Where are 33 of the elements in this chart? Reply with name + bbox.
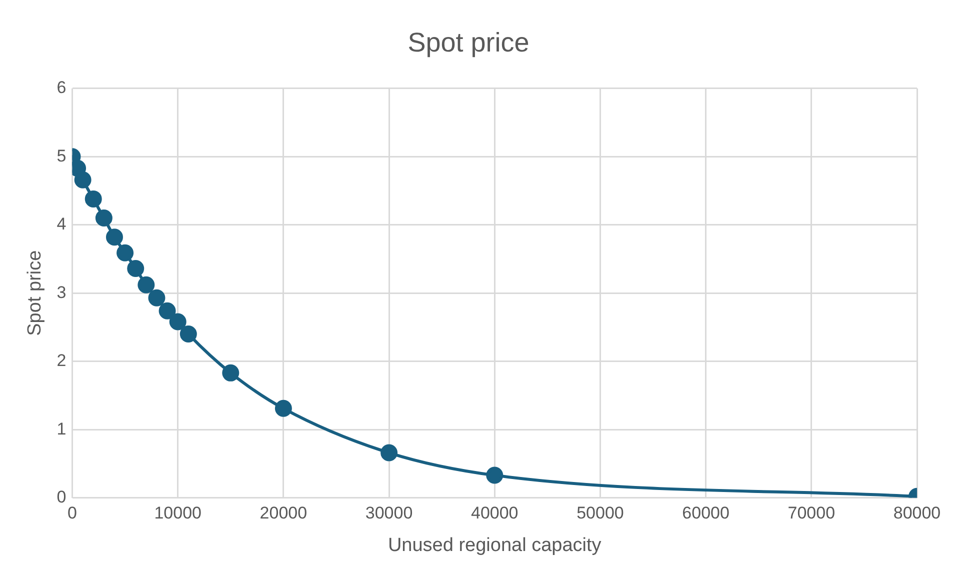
point bbox=[180, 326, 197, 343]
x-tick-label: 20000 bbox=[260, 504, 308, 523]
chart-title: Spot price bbox=[408, 28, 530, 58]
y-tick-label: 2 bbox=[56, 351, 66, 370]
y-tick-label: 0 bbox=[56, 487, 66, 506]
y-tick-label: 3 bbox=[56, 282, 66, 302]
point bbox=[127, 260, 144, 278]
point bbox=[169, 313, 186, 330]
x-tick-label: 30000 bbox=[365, 504, 413, 523]
x-tick-label: 80000 bbox=[893, 504, 941, 523]
x-axis-title: Unused regional capacity bbox=[388, 534, 602, 556]
point bbox=[106, 228, 123, 246]
y-tick-label: 5 bbox=[56, 146, 66, 166]
y-tick-label: 6 bbox=[56, 78, 66, 98]
point bbox=[95, 210, 112, 227]
x-tick-label: 50000 bbox=[576, 504, 624, 523]
point bbox=[138, 276, 155, 294]
y-tick-label: 4 bbox=[56, 214, 66, 234]
point bbox=[158, 302, 176, 320]
point bbox=[274, 400, 292, 417]
y-tick-label: 1 bbox=[56, 419, 66, 438]
x-tick-label: 70000 bbox=[788, 504, 836, 523]
x-tick-label: 10000 bbox=[154, 504, 202, 523]
point bbox=[74, 171, 92, 188]
point bbox=[116, 244, 134, 262]
point bbox=[222, 364, 240, 382]
point bbox=[84, 190, 102, 208]
x-tick-label: 40000 bbox=[470, 504, 518, 523]
y-axis-title: Spot price bbox=[24, 250, 46, 336]
x-tick-label: 60000 bbox=[682, 504, 730, 523]
point bbox=[148, 289, 166, 306]
point bbox=[380, 444, 398, 462]
point bbox=[486, 466, 504, 484]
